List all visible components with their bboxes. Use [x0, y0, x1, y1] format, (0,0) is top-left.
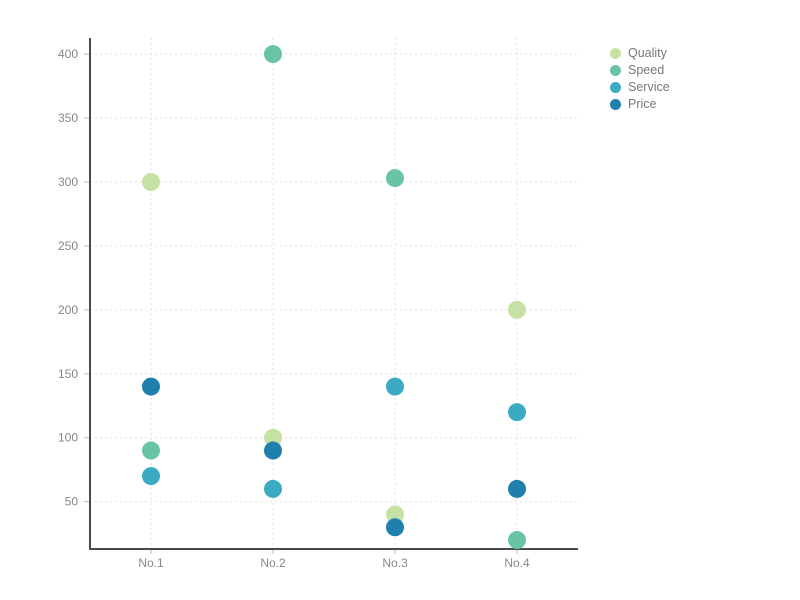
legend: Quality Speed Service Price — [610, 45, 670, 113]
data-point-quality[interactable] — [264, 428, 282, 447]
y-tick-label: 400 — [58, 47, 78, 61]
x-tick-label: No.1 — [138, 556, 164, 570]
y-tick-label: 100 — [58, 431, 78, 445]
data-point-price[interactable] — [386, 518, 404, 537]
y-tick-label: 350 — [58, 111, 78, 125]
data-point-speed[interactable] — [264, 45, 282, 64]
y-tick-label: 300 — [58, 175, 78, 189]
data-point-service[interactable] — [508, 403, 526, 422]
legend-label: Service — [628, 80, 670, 94]
y-tick-label: 250 — [58, 239, 78, 253]
data-point-price[interactable] — [508, 479, 526, 498]
legend-label: Speed — [628, 63, 665, 77]
legend-item-quality[interactable]: Quality — [610, 45, 670, 62]
data-point-quality[interactable] — [508, 300, 526, 319]
legend-label: Price — [628, 97, 657, 111]
y-tick-label: 150 — [58, 367, 78, 381]
legend-swatch-icon — [610, 99, 621, 110]
data-point-quality[interactable] — [386, 505, 404, 524]
y-tick-label: 50 — [65, 495, 79, 509]
data-point-speed[interactable] — [142, 441, 160, 460]
legend-item-speed[interactable]: Speed — [610, 62, 670, 79]
legend-label: Quality — [628, 46, 667, 60]
data-point-service[interactable] — [386, 377, 404, 396]
legend-swatch-icon — [610, 48, 621, 59]
x-tick-label: No.2 — [260, 556, 286, 570]
legend-item-service[interactable]: Service — [610, 79, 670, 96]
legend-swatch-icon — [610, 82, 621, 93]
x-tick-label: No.4 — [504, 556, 530, 570]
data-point-service[interactable] — [264, 479, 282, 498]
data-point-price[interactable] — [264, 441, 282, 460]
x-tick-label: No.3 — [382, 556, 408, 570]
legend-swatch-icon — [610, 65, 621, 76]
data-point-price[interactable] — [142, 377, 160, 396]
data-point-service[interactable] — [142, 467, 160, 486]
y-tick-label: 200 — [58, 303, 78, 317]
legend-item-price[interactable]: Price — [610, 96, 670, 113]
data-point-speed[interactable] — [386, 169, 404, 188]
data-point-quality[interactable] — [142, 172, 160, 191]
data-point-speed[interactable] — [508, 531, 526, 550]
